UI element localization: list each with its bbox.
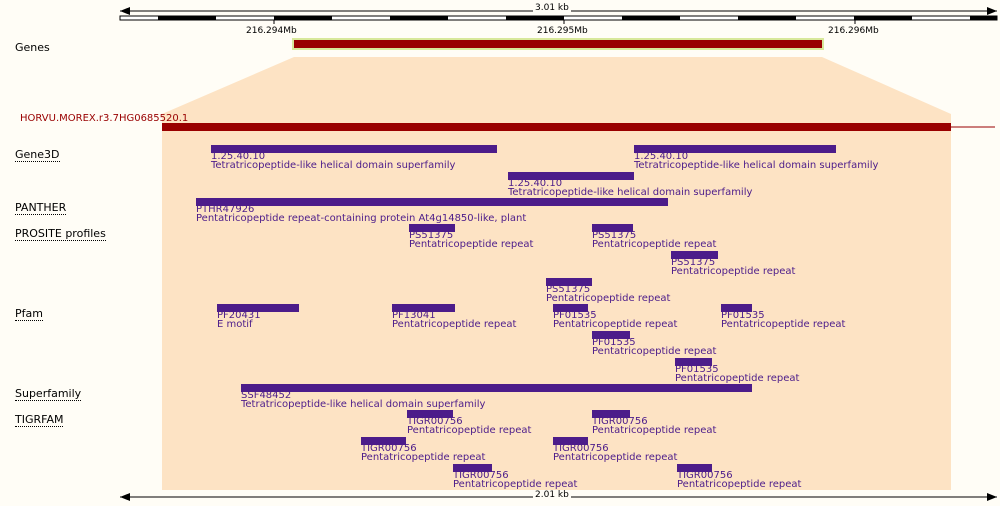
gene3d-feature[interactable] bbox=[211, 145, 497, 153]
tigrfam-feature[interactable] bbox=[553, 437, 588, 445]
feature-id: TIGR00756 bbox=[592, 416, 648, 427]
feature-id: PF01535 bbox=[592, 337, 636, 348]
tigrfam-feature[interactable] bbox=[361, 437, 406, 445]
feature-description: E motif bbox=[217, 319, 253, 330]
coord-tick: 216.295Mb bbox=[537, 26, 588, 36]
feature-id: PS51375 bbox=[592, 230, 637, 241]
feature-id: PF20431 bbox=[217, 310, 261, 321]
feature-id: TIGR00756 bbox=[407, 416, 463, 427]
feature-description: Pentatricopeptide repeat bbox=[361, 452, 486, 463]
pfam-feature[interactable] bbox=[217, 304, 299, 312]
feature-id: 1.25.40.10 bbox=[508, 178, 563, 189]
feature-description: Pentatricopeptide repeat bbox=[546, 293, 671, 304]
feature-description: Pentatricopeptide repeat bbox=[409, 239, 534, 250]
prosite-feature[interactable] bbox=[546, 278, 592, 286]
prosite-feature[interactable] bbox=[592, 224, 633, 232]
feature-description: Pentatricopeptide repeat bbox=[721, 319, 846, 330]
panther-feature[interactable] bbox=[196, 198, 668, 206]
feature-description: Tetratricopeptide-like helical domain su… bbox=[508, 187, 753, 198]
pfam-feature[interactable] bbox=[592, 331, 630, 339]
track-label-pfam[interactable]: Pfam bbox=[15, 307, 43, 321]
pfam-feature[interactable] bbox=[553, 304, 588, 312]
feature-description: Pentatricopeptide repeat bbox=[675, 373, 800, 384]
feature-description: Tetratricopeptide-like helical domain su… bbox=[241, 399, 486, 410]
feature-id: PF01535 bbox=[675, 364, 719, 375]
tigrfam-feature[interactable] bbox=[677, 464, 712, 472]
feature-description: Pentatricopeptide repeat bbox=[453, 479, 578, 490]
track-label-genes: Genes bbox=[15, 41, 50, 54]
feature-description: Pentatricopeptide repeat bbox=[553, 319, 678, 330]
feature-id: PTHR47926 bbox=[196, 204, 255, 215]
track-label-superfamily[interactable]: Superfamily bbox=[15, 387, 82, 401]
gene3d-feature[interactable] bbox=[634, 145, 836, 153]
coordinate-ruler bbox=[119, 15, 998, 24]
zoom-region bbox=[162, 57, 951, 490]
feature-description: Pentatricopeptide repeat bbox=[592, 239, 717, 250]
feature-description: Tetratricopeptide-like helical domain su… bbox=[211, 160, 456, 171]
transcript-label[interactable]: HORVU.MOREX.r3.7HG0685520.1 bbox=[20, 113, 189, 124]
feature-id: PF01535 bbox=[721, 310, 765, 321]
feature-id: PS51375 bbox=[546, 284, 591, 295]
feature-id: 1.25.40.10 bbox=[211, 151, 266, 162]
bottom-scale-length: 2.01 kb bbox=[533, 490, 571, 500]
feature-id: TIGR00756 bbox=[677, 470, 733, 481]
feature-id: SSF48452 bbox=[241, 390, 292, 401]
gene3d-feature[interactable] bbox=[508, 172, 634, 180]
track-label-gene3d[interactable]: Gene3D bbox=[15, 148, 60, 162]
top-scale-length: 3.01 kb bbox=[533, 3, 571, 13]
transcript-bar[interactable] bbox=[162, 123, 951, 131]
feature-id: TIGR00756 bbox=[453, 470, 509, 481]
prosite-feature[interactable] bbox=[409, 224, 455, 232]
coord-tick: 216.294Mb bbox=[246, 26, 297, 36]
feature-description: Pentatricopeptide repeat bbox=[407, 425, 532, 436]
tigrfam-feature[interactable] bbox=[592, 410, 630, 418]
feature-description: Pentatricopeptide repeat bbox=[553, 452, 678, 463]
track-label-panther[interactable]: PANTHER bbox=[15, 201, 67, 215]
superfamily-feature[interactable] bbox=[241, 384, 752, 392]
feature-id: TIGR00756 bbox=[553, 443, 609, 454]
feature-id: PS51375 bbox=[671, 257, 716, 268]
feature-id: PS51375 bbox=[409, 230, 454, 241]
pfam-feature[interactable] bbox=[721, 304, 752, 312]
feature-id: 1.25.40.10 bbox=[634, 151, 689, 162]
tigrfam-feature[interactable] bbox=[453, 464, 492, 472]
feature-id: PF01535 bbox=[553, 310, 597, 321]
feature-id: PF13041 bbox=[392, 310, 436, 321]
feature-description: Pentatricopeptide repeat bbox=[677, 479, 802, 490]
feature-description: Pentatricopeptide repeat bbox=[392, 319, 517, 330]
pfam-feature[interactable] bbox=[392, 304, 455, 312]
tigrfam-feature[interactable] bbox=[407, 410, 453, 418]
feature-description: Pentatricopeptide repeat bbox=[592, 346, 717, 357]
feature-description: Pentatricopeptide repeat bbox=[592, 425, 717, 436]
pfam-feature[interactable] bbox=[675, 358, 712, 366]
feature-description: Tetratricopeptide-like helical domain su… bbox=[634, 160, 879, 171]
track-label-prosite[interactable]: PROSITE profiles bbox=[15, 227, 106, 241]
feature-id: TIGR00756 bbox=[361, 443, 417, 454]
feature-description: Pentatricopeptide repeat-containing prot… bbox=[196, 213, 527, 224]
prosite-feature[interactable] bbox=[671, 251, 718, 259]
feature-description: Pentatricopeptide repeat bbox=[671, 266, 796, 277]
coord-tick: 216.296Mb bbox=[828, 26, 879, 36]
track-label-tigrfam[interactable]: TIGRFAM bbox=[15, 413, 64, 427]
